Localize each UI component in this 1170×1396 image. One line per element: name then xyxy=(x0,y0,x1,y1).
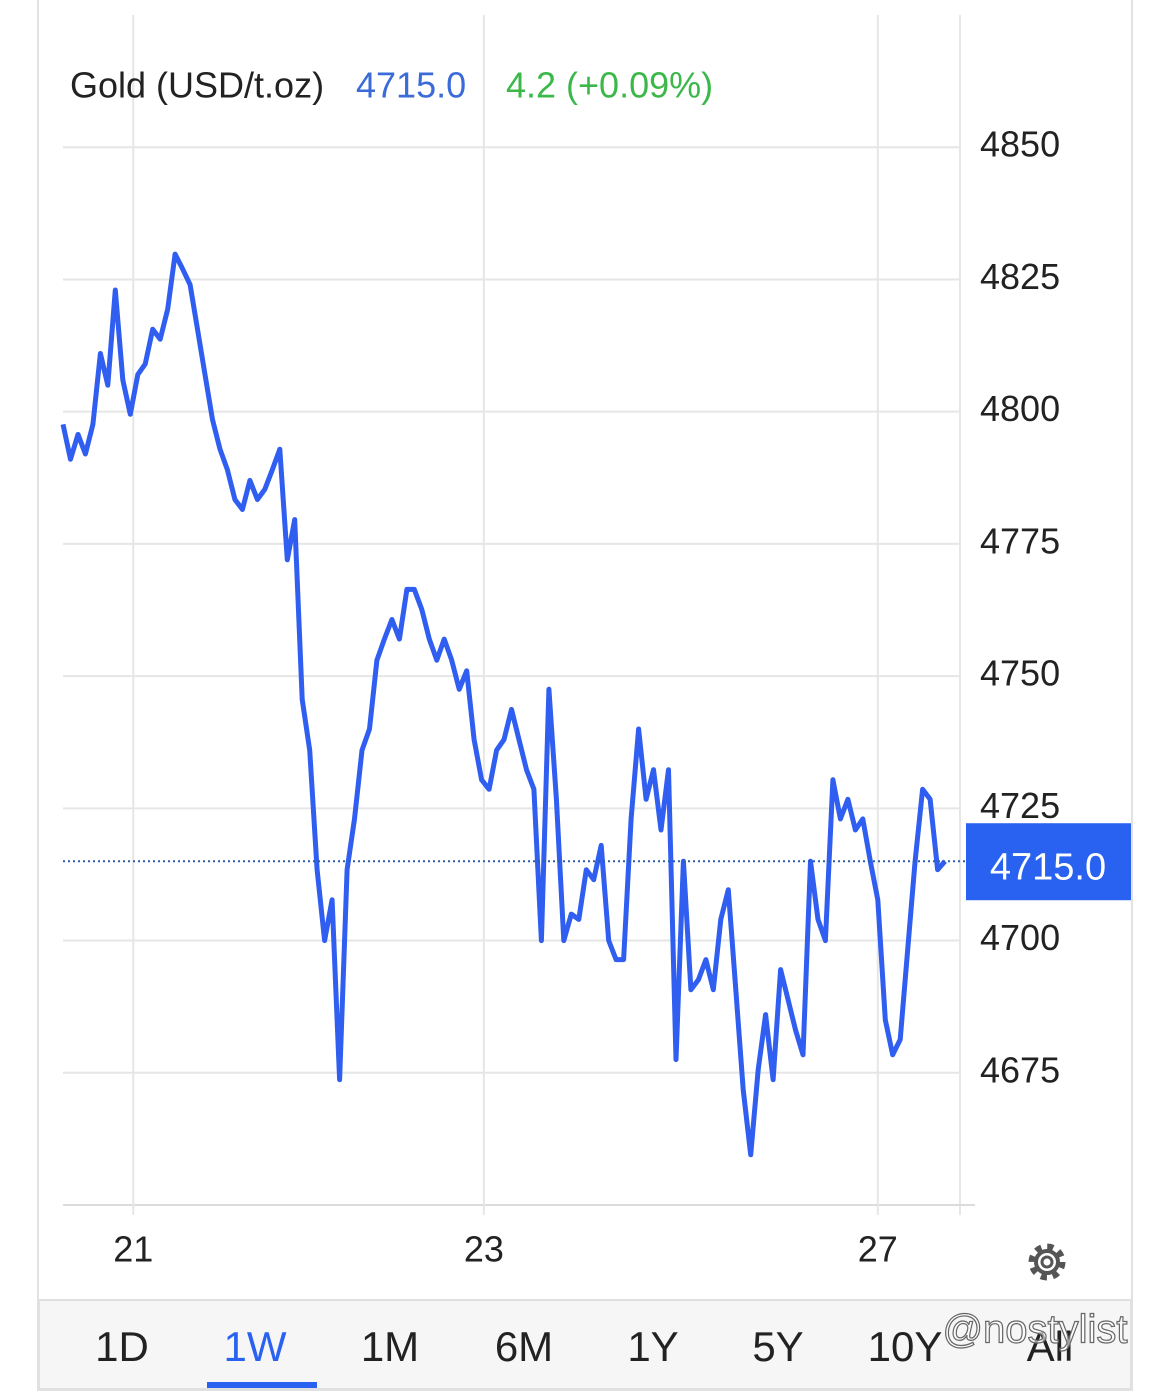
watermark: @nostylist xyxy=(942,1308,1127,1352)
instrument-name: Gold (USD/t.oz) xyxy=(70,65,324,106)
y-tick-label: 4675 xyxy=(980,1049,1060,1090)
period-tab[interactable]: 10Y xyxy=(868,1323,943,1370)
period-tab[interactable]: 1Y xyxy=(627,1323,678,1370)
y-tick-label: 4850 xyxy=(980,124,1060,165)
y-tick-label: 4800 xyxy=(980,388,1060,429)
period-tab[interactable]: 1M xyxy=(361,1323,419,1370)
y-tick-label: 4825 xyxy=(980,256,1060,297)
period-tab[interactable]: 5Y xyxy=(752,1323,803,1370)
price-marker xyxy=(966,823,1131,901)
tabs: 1D 1W 1M 6M 1Y 5Y 10Y All xyxy=(95,1323,1073,1388)
x-tick-label: 27 xyxy=(858,1229,898,1270)
period-tab[interactable]: 1D xyxy=(95,1323,149,1370)
header-price: 4715.0 xyxy=(356,65,466,106)
period-tab[interactable]: All xyxy=(1027,1323,1074,1370)
y-tick-label: 4700 xyxy=(980,917,1060,958)
price-marker-label: 4715.0 xyxy=(990,846,1106,888)
y-tick-label: 4775 xyxy=(980,520,1060,561)
tab-underline xyxy=(207,1382,317,1388)
tab-bar xyxy=(38,1299,1132,1390)
price-line xyxy=(60,251,947,1158)
period-tab[interactable]: 1W xyxy=(224,1323,287,1370)
y-tick-label: 4725 xyxy=(980,785,1060,826)
period-tab[interactable]: 6M xyxy=(495,1323,553,1370)
card xyxy=(37,0,1133,1391)
header-change: 4.2 (+0.09%) xyxy=(506,65,713,106)
settings-icon[interactable] xyxy=(1028,1243,1066,1281)
y-tick-label: 4750 xyxy=(980,653,1060,694)
grid: 4675 4700 4725 4750 4775 4800 4825 4850 21 23 27 xyxy=(63,15,1060,1270)
x-tick-label: 23 xyxy=(464,1229,504,1270)
x-tick-label: 21 xyxy=(113,1229,153,1270)
plot: 4715.0 xyxy=(60,251,1131,1158)
